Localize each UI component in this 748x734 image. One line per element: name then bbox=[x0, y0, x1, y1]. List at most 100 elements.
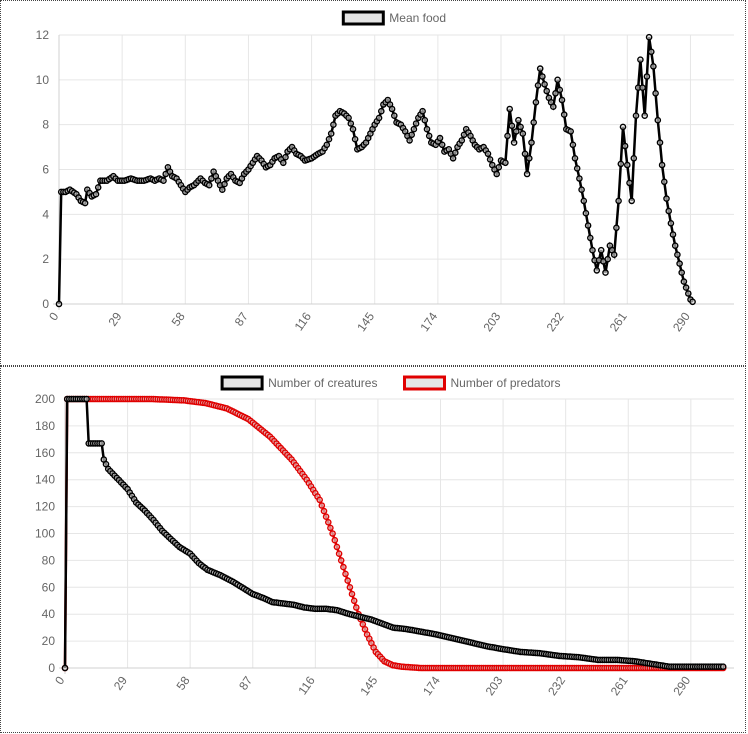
data-point bbox=[423, 125, 431, 133]
x-tick-label: 290 bbox=[670, 309, 693, 334]
data-point bbox=[323, 141, 331, 149]
y-tick-label: 2 bbox=[42, 252, 49, 266]
data-point bbox=[327, 524, 334, 532]
y-tick-label: 10 bbox=[36, 73, 50, 87]
x-tick-label: 232 bbox=[544, 309, 567, 334]
y-tick-label: 200 bbox=[35, 392, 55, 406]
data-point bbox=[342, 570, 349, 578]
y-tick-label: 6 bbox=[42, 163, 49, 177]
data-point bbox=[61, 664, 69, 672]
data-point bbox=[573, 165, 581, 172]
x-tick-label: 174 bbox=[417, 309, 440, 334]
data-point bbox=[576, 175, 583, 182]
data-point bbox=[388, 105, 396, 113]
x-tick-label: 232 bbox=[545, 673, 568, 698]
data-point bbox=[560, 111, 568, 118]
data-point bbox=[630, 154, 638, 162]
x-tick-label: 145 bbox=[357, 673, 380, 698]
data-point bbox=[569, 141, 577, 149]
data-point bbox=[438, 141, 446, 149]
data-point bbox=[604, 255, 612, 263]
y-tick-label: 12 bbox=[36, 28, 50, 42]
y-tick-label: 0 bbox=[48, 661, 55, 675]
data-point bbox=[327, 130, 335, 137]
x-tick-label: 0 bbox=[46, 309, 61, 323]
data-point bbox=[282, 153, 289, 161]
x-tick-label: 261 bbox=[608, 673, 631, 698]
legend-swatch bbox=[220, 375, 264, 391]
data-point bbox=[160, 177, 167, 184]
y-tick-label: 8 bbox=[42, 118, 49, 132]
data-point bbox=[349, 125, 357, 133]
x-tick-label: 87 bbox=[236, 673, 255, 692]
data-point bbox=[316, 496, 324, 504]
data-point bbox=[567, 128, 575, 135]
data-point bbox=[554, 76, 561, 84]
data-point bbox=[665, 207, 673, 215]
data-point bbox=[451, 149, 459, 156]
data-point bbox=[536, 65, 544, 72]
data-point bbox=[521, 150, 529, 158]
data-point bbox=[667, 219, 675, 227]
data-point bbox=[671, 242, 679, 249]
data-point bbox=[81, 199, 89, 207]
series-mean-food bbox=[55, 33, 696, 308]
data-point bbox=[558, 96, 566, 104]
data-point bbox=[346, 583, 354, 591]
data-point bbox=[318, 502, 326, 509]
y-tick-label: 0 bbox=[42, 297, 49, 311]
data-point bbox=[610, 251, 618, 258]
data-point bbox=[530, 119, 538, 126]
data-point bbox=[486, 156, 494, 163]
y-tick-label: 80 bbox=[42, 553, 56, 567]
legend-item[interactable]: Mean food bbox=[341, 10, 446, 26]
data-point bbox=[550, 103, 557, 110]
data-point bbox=[532, 99, 540, 106]
data-point bbox=[92, 190, 100, 198]
data-point bbox=[375, 114, 383, 122]
x-tick-label: 58 bbox=[169, 309, 188, 328]
data-point bbox=[658, 161, 666, 169]
data-point bbox=[528, 139, 535, 146]
x-tick-label: 58 bbox=[173, 673, 192, 692]
data-point bbox=[656, 139, 664, 146]
series-line bbox=[57, 37, 694, 305]
data-point bbox=[348, 590, 356, 598]
data-point bbox=[619, 123, 627, 131]
data-point bbox=[519, 130, 527, 137]
data-point bbox=[421, 116, 429, 124]
legend-item[interactable]: Number of creatures bbox=[220, 375, 377, 391]
data-point bbox=[654, 116, 662, 124]
data-point bbox=[556, 86, 564, 94]
data-point bbox=[645, 33, 653, 41]
data-point bbox=[632, 112, 640, 119]
data-point bbox=[648, 48, 655, 56]
x-tick-label: 174 bbox=[420, 673, 443, 698]
data-point bbox=[425, 132, 433, 140]
data-point bbox=[526, 154, 533, 162]
data-point bbox=[340, 563, 347, 571]
population-chart-panel: 0 20 40 60 80 100 120 140 160 180 200 0 29 58 87 116 145… bbox=[0, 366, 746, 733]
x-tick-label: 116 bbox=[292, 309, 315, 333]
data-point bbox=[613, 224, 620, 232]
x-tick-label: 203 bbox=[483, 673, 506, 698]
data-point bbox=[458, 137, 466, 144]
data-point bbox=[602, 269, 609, 276]
data-point bbox=[83, 395, 90, 403]
legend-item[interactable]: Number of predators bbox=[403, 375, 561, 391]
data-point bbox=[650, 63, 657, 70]
data-point bbox=[587, 234, 594, 242]
data-point bbox=[55, 300, 63, 308]
data-point bbox=[344, 577, 352, 584]
data-point bbox=[571, 154, 579, 162]
data-point bbox=[584, 222, 592, 229]
x-tick-label: 290 bbox=[670, 673, 693, 698]
data-point bbox=[515, 116, 522, 124]
data-point bbox=[279, 159, 287, 167]
data-point bbox=[593, 267, 601, 274]
data-point bbox=[406, 137, 413, 144]
data-point bbox=[484, 150, 492, 158]
y-tick-label: 20 bbox=[42, 634, 56, 648]
data-point bbox=[541, 81, 548, 88]
x-tick-label: 261 bbox=[607, 309, 630, 334]
